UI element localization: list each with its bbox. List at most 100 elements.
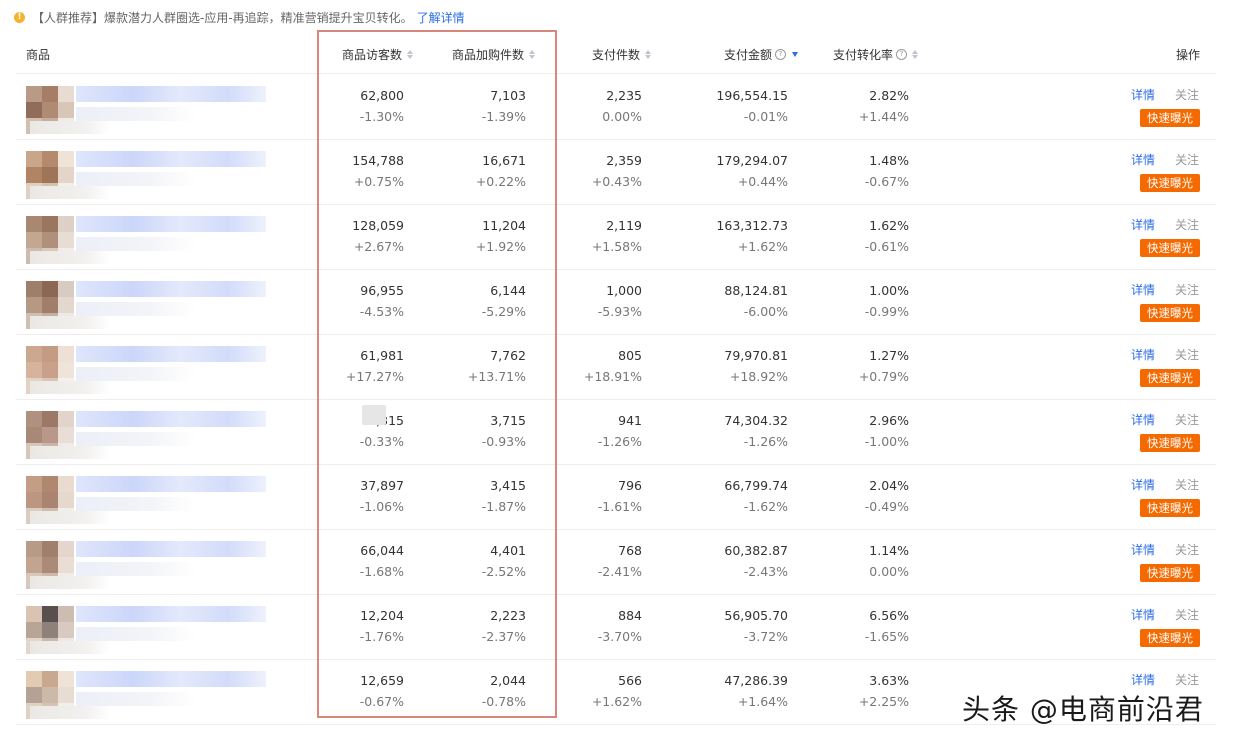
paid-items-value: 566 [618,673,642,688]
product-title-blurred [76,237,196,251]
follow-link[interactable]: 关注 [1175,413,1200,427]
table-row: ,315 -0.33% 3,715 -0.93% 941 -1.26% 74,304.32-… [16,399,1216,465]
table-row: 96,955 -4.53% 6,144 -5.29% 1,000 -5.93% 88,124… [16,269,1216,335]
header-visitors[interactable]: 商品访客数 [342,36,414,73]
sort-icon[interactable] [645,50,652,59]
watermark: 头条 @电商前沿君 [962,693,1204,726]
product-title-blurred [76,432,196,446]
cart-items-value: 2,044 [490,673,526,688]
quick-exposure-button[interactable]: 快速曝光 [1140,434,1200,452]
product-title-blurred[interactable] [76,346,266,362]
detail-link[interactable]: 详情 [1131,673,1156,687]
visitors-change: +0.75% [353,174,404,189]
paid-amount-change: -1.62% [743,499,788,514]
quick-exposure-button[interactable]: 快速曝光 [1140,499,1200,517]
quick-exposure-button[interactable]: 快速曝光 [1140,564,1200,582]
paid-items-value: 1,000 [606,283,642,298]
quick-exposure-button[interactable]: 快速曝光 [1140,304,1200,322]
follow-link[interactable]: 关注 [1175,218,1200,232]
visitors-change: -0.33% [359,434,404,449]
detail-link[interactable]: 详情 [1131,413,1156,427]
header-paid-items[interactable]: 支付件数 [592,36,652,73]
product-title-blurred[interactable] [76,476,266,492]
conversion-change: -0.49% [864,499,909,514]
quick-exposure-button[interactable]: 快速曝光 [1140,629,1200,647]
table-row: 37,897 -1.06% 3,415 -1.87% 796 -1.61% 66,799.7… [16,464,1216,530]
conversion-value: 1.62% [869,218,909,233]
detail-link[interactable]: 详情 [1131,348,1156,362]
product-title-blurred [30,381,110,394]
detail-link[interactable]: 详情 [1131,218,1156,232]
quick-exposure-button[interactable]: 快速曝光 [1140,174,1200,192]
product-title-blurred [76,627,196,641]
conversion-change: -0.61% [864,239,909,254]
product-title-blurred[interactable] [76,151,266,167]
header-cart-items[interactable]: 商品加购件数 [452,36,536,73]
notice-bar: ! 【人群推荐】爆款潜力人群圈选-应用-再追踪，精准营销提升宝贝转化。 了解详情 [14,6,465,28]
cart-items-value: 7,762 [490,348,526,363]
cart-items-change: -0.78% [481,694,526,709]
follow-link[interactable]: 关注 [1175,543,1200,557]
sort-icon[interactable] [407,50,414,59]
cart-items-value: 7,103 [490,88,526,103]
detail-link[interactable]: 详情 [1131,88,1156,102]
follow-link[interactable]: 关注 [1175,88,1200,102]
product-title-blurred[interactable] [76,86,266,102]
paid-items-change: 0.00% [602,109,642,124]
cart-items-change: -2.37% [481,629,526,644]
product-title-blurred[interactable] [76,671,266,687]
help-icon[interactable]: ? [896,49,908,60]
paid-amount-change: -2.43% [743,564,788,579]
product-title-blurred[interactable] [76,411,266,427]
table-header: 商品 商品访客数 商品加购件数 支付件数 支付金额 ? 支付转化率 ? 操作 [16,36,1216,74]
follow-link[interactable]: 关注 [1175,608,1200,622]
cart-items-change: +13.71% [467,369,526,384]
product-title-blurred [30,511,110,524]
table-row: 66,044 -1.68% 4,401 -2.52% 768 -2.41% 60,382.8… [16,529,1216,595]
follow-link[interactable]: 关注 [1175,153,1200,167]
visitors-change: -4.53% [359,304,404,319]
table-row: 128,059 +2.67% 11,204 +1.92% 2,119 +1.58% 163,… [16,204,1216,270]
conversion-value: 1.00% [869,283,909,298]
header-conversion[interactable]: 支付转化率 ? [833,36,919,73]
paid-amount-value: 66,799.74 [724,478,788,493]
visitors-value: 96,955 [360,283,404,298]
product-title-blurred [76,692,196,706]
detail-link[interactable]: 详情 [1131,153,1156,167]
sort-icon[interactable] [912,50,919,59]
follow-link[interactable]: 关注 [1175,478,1200,492]
table-row: 12,204 -1.76% 2,223 -2.37% 884 -3.70% 56,905.7… [16,594,1216,660]
quick-exposure-button[interactable]: 快速曝光 [1140,239,1200,257]
detail-link[interactable]: 详情 [1131,478,1156,492]
sort-icon[interactable] [529,50,536,59]
detail-link[interactable]: 详情 [1131,543,1156,557]
cart-items-value: 3,415 [490,478,526,493]
quick-exposure-button[interactable]: 快速曝光 [1140,369,1200,387]
help-icon[interactable]: ? [775,49,787,60]
paid-items-change: +1.62% [591,694,642,709]
sort-desc-icon[interactable] [792,52,799,57]
paid-items-change: +1.58% [591,239,642,254]
detail-link[interactable]: 详情 [1131,283,1156,297]
header-paid-amount[interactable]: 支付金额 ? [724,36,799,73]
product-title-blurred[interactable] [76,606,266,622]
detail-link[interactable]: 详情 [1131,608,1156,622]
conversion-value: 1.14% [869,543,909,558]
visitors-value: 154,788 [352,153,404,168]
product-title-blurred[interactable] [76,216,266,232]
paid-items-value: 805 [618,348,642,363]
follow-link[interactable]: 关注 [1175,283,1200,297]
paid-amount-change: -3.72% [743,629,788,644]
product-title-blurred[interactable] [76,541,266,557]
paid-amount-value: 179,294.07 [716,153,788,168]
quick-exposure-button[interactable]: 快速曝光 [1140,109,1200,127]
follow-link[interactable]: 关注 [1175,348,1200,362]
visitors-value: 12,204 [360,608,404,623]
product-title-blurred [30,316,110,329]
product-title-blurred[interactable] [76,281,266,297]
learn-more-link[interactable]: 了解详情 [416,10,465,25]
conversion-value: 2.04% [869,478,909,493]
product-title-blurred [76,367,196,381]
paid-amount-value: 60,382.87 [724,543,788,558]
follow-link[interactable]: 关注 [1175,673,1200,687]
